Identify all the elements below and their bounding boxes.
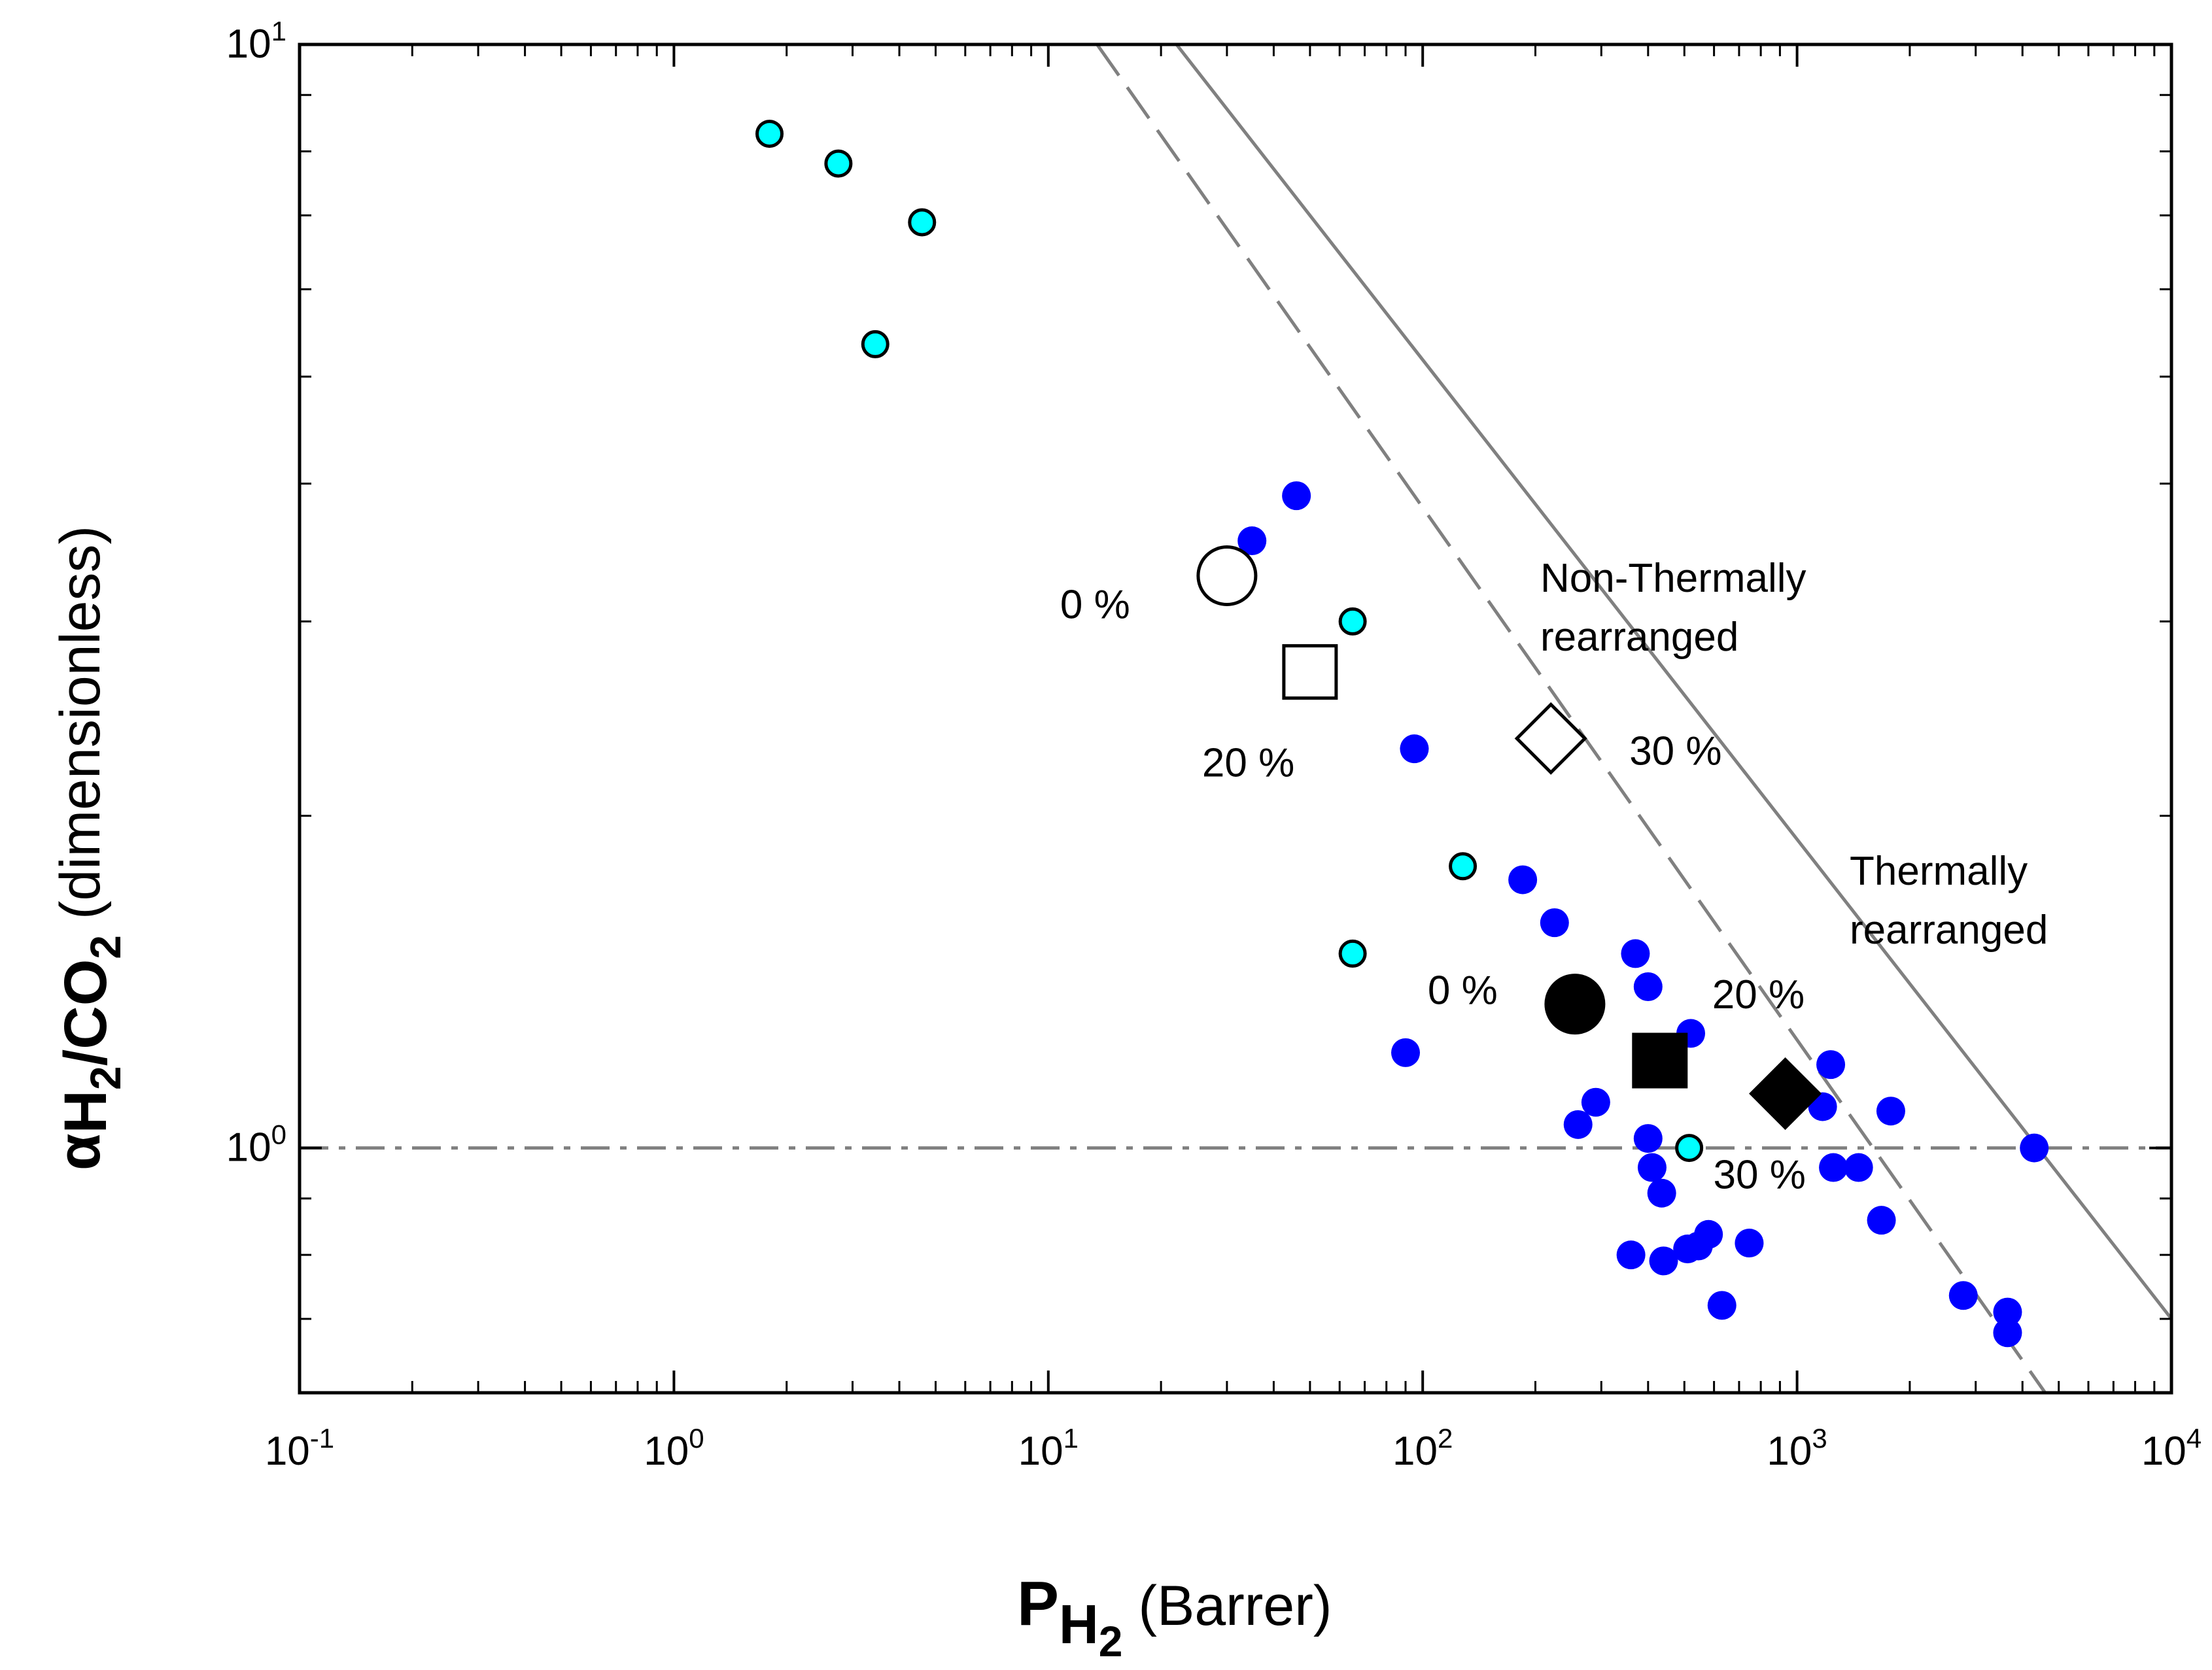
- blue-point: [1633, 1124, 1663, 1153]
- blue-point: [1400, 734, 1429, 764]
- cyan-point: [908, 208, 937, 237]
- x-tick-base: 10: [2141, 1429, 2186, 1474]
- nontr-diamond-marker: [1514, 702, 1587, 775]
- blue-point: [1816, 1050, 1846, 1080]
- blue-point: [1621, 939, 1650, 968]
- blue-point: [1647, 1178, 1676, 1208]
- blue-point: [1819, 1153, 1848, 1182]
- y-axis-title-sub2n: 2: [81, 935, 130, 959]
- x-axis-title-unit: (Barrer): [1122, 1575, 1332, 1637]
- blue-point: [1735, 1229, 1764, 1258]
- blue-point: [1391, 1038, 1421, 1067]
- x-tick-base: 10: [1018, 1429, 1063, 1474]
- blue-point: [1707, 1291, 1737, 1320]
- nontr-label: 20 %: [1202, 741, 1294, 786]
- plot-frame: [298, 43, 2173, 1395]
- tr-label: 0 %: [1428, 968, 1498, 1014]
- y-tick-exp: 1: [271, 16, 286, 46]
- cyan-point: [1338, 939, 1367, 968]
- x-tick-base: 10: [265, 1429, 310, 1474]
- tr-title-line1: Thermally: [1850, 849, 2028, 894]
- blue-point: [1581, 1087, 1610, 1117]
- blue-point: [1673, 1235, 1702, 1264]
- x-tick-label: 10-1: [265, 1423, 334, 1474]
- cyan-point: [824, 149, 853, 178]
- x-tick-base: 10: [1392, 1429, 1438, 1474]
- x-tick-label: 103: [1767, 1423, 1827, 1474]
- blue-point: [1633, 972, 1663, 1001]
- y-axis-title-unit: (dimensionless): [49, 526, 112, 935]
- y-axis-title-alpha: α: [46, 1133, 112, 1170]
- x-tick-exp: 4: [2186, 1423, 2202, 1454]
- cyan-point: [755, 120, 784, 148]
- x-axis-title-subsub: 2: [1099, 1617, 1123, 1665]
- blue-point: [1237, 526, 1267, 556]
- blue-point: [1876, 1097, 1905, 1126]
- blue-point: [1948, 1281, 1978, 1310]
- nontr-circle-marker: [1196, 545, 1258, 607]
- x-tick-exp: 1: [1063, 1423, 1079, 1454]
- tr-diamond-marker: [1749, 1057, 1822, 1131]
- axis-ticks: [298, 43, 2173, 1394]
- tr-square-marker: [1632, 1032, 1688, 1089]
- y-tick-label: 100: [226, 1119, 286, 1170]
- x-axis-title: PH2 (Barrer): [1017, 1569, 1332, 1665]
- x-tick-label: 101: [1018, 1423, 1079, 1474]
- nontr-label: 0 %: [1060, 583, 1130, 628]
- x-tick-label: 100: [644, 1423, 704, 1474]
- x-tick-exp: 3: [1812, 1423, 1827, 1454]
- blue-point: [1282, 481, 1311, 511]
- y-tick-exp: 0: [271, 1119, 286, 1150]
- x-axis-title-sub: H: [1059, 1593, 1099, 1655]
- blue-point: [1649, 1246, 1678, 1276]
- x-tick-base: 10: [1767, 1429, 1812, 1474]
- y-axis-title: αH2/CO2 (dimensionless): [46, 526, 130, 1170]
- nontr-square-marker: [1282, 644, 1338, 700]
- reference-lines: [300, 44, 2171, 1393]
- x-axis-title-main: P: [1017, 1569, 1059, 1639]
- blue-point: [1540, 908, 1569, 938]
- x-tick-base: 10: [644, 1429, 689, 1474]
- x-tick-exp: -1: [310, 1423, 334, 1454]
- x-tick-exp: 2: [1438, 1423, 1453, 1454]
- blue-point: [1993, 1318, 2022, 1348]
- y-tick-label: 101: [226, 16, 286, 67]
- blue-point: [2020, 1133, 2049, 1163]
- y-tick-base: 10: [226, 1125, 271, 1170]
- y-tick-base: 10: [226, 22, 271, 67]
- blue-point: [1616, 1240, 1646, 1270]
- y-axis-title-slash: /CO: [52, 959, 119, 1066]
- nontr-label: 30 %: [1629, 728, 1721, 774]
- cyan-point: [1338, 607, 1367, 636]
- blue-point: [1844, 1153, 1873, 1182]
- tr-circle-marker: [1544, 974, 1606, 1035]
- x-tick-label: 102: [1392, 1423, 1453, 1474]
- reference-line-upper-bound-1991: [1096, 44, 2047, 1393]
- blue-point: [1867, 1206, 1896, 1235]
- cyan-point: [1449, 852, 1478, 881]
- blue-point: [1563, 1110, 1593, 1139]
- y-axis-title-sub1n: 2: [81, 1066, 130, 1090]
- data-markers: [755, 120, 2049, 1348]
- y-axis-title-sub1: H: [52, 1090, 119, 1133]
- cyan-point: [1675, 1134, 1704, 1163]
- reference-line-upper-bound-2008: [1175, 44, 2171, 1320]
- nontr-title-line1: Non-Thermally: [1540, 556, 1806, 601]
- blue-point: [1508, 865, 1538, 895]
- tr-label: 20 %: [1712, 972, 1805, 1017]
- cyan-point: [861, 330, 890, 358]
- nontr-title-line2: rearranged: [1540, 615, 1738, 660]
- x-tick-label: 104: [2141, 1423, 2202, 1474]
- blue-point: [1993, 1297, 2022, 1327]
- tr-label: 30 %: [1714, 1153, 1806, 1198]
- tr-title-line2: rearranged: [1850, 908, 2048, 953]
- x-tick-exp: 0: [689, 1423, 704, 1454]
- blue-point: [1637, 1153, 1667, 1182]
